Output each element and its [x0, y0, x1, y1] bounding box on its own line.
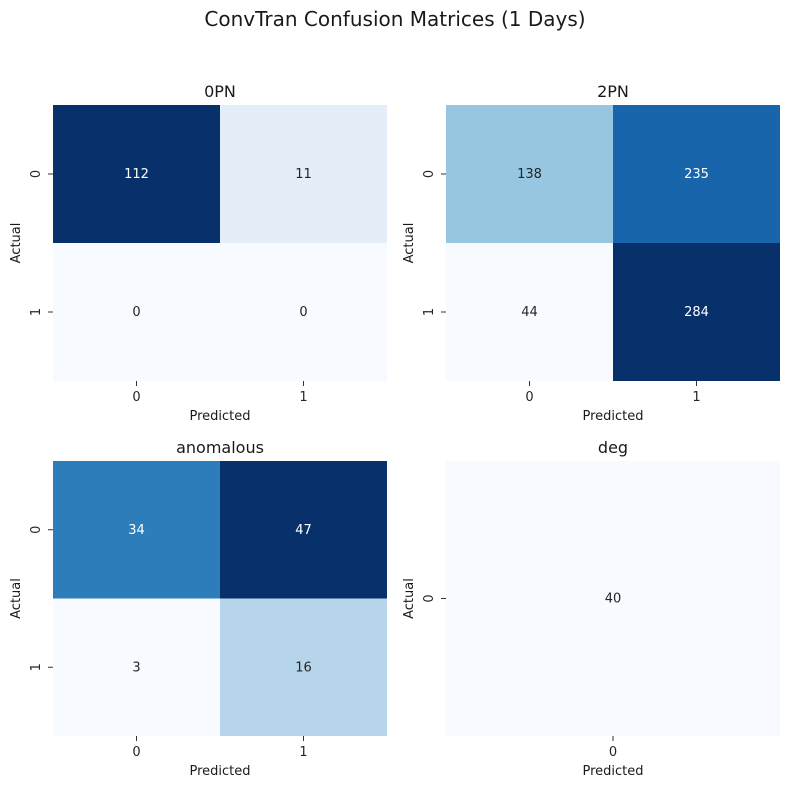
- cell-value-label: 44: [521, 305, 538, 320]
- heatmap-panel: 40 deg 0 0 Predicted Actual: [402, 438, 780, 779]
- heatmap-cell: [53, 598, 220, 736]
- panel-title: 0PN: [204, 82, 236, 101]
- heatmap-cell: [613, 243, 780, 381]
- x-tick-label: 0: [525, 390, 533, 405]
- heatmap-panel: 112 11 0 0 0PN 0 1 0 1 Predicted Actual: [9, 82, 387, 424]
- x-axis-label: Predicted: [189, 409, 250, 424]
- y-axis-label: Actual: [402, 223, 417, 264]
- y-tick-label: 1: [29, 663, 44, 671]
- heatmap-cell: [220, 243, 387, 381]
- heatmap-cell: [53, 105, 220, 243]
- x-axis-label: Predicted: [582, 764, 643, 779]
- heatmap-cell: [220, 598, 387, 736]
- cell-value-label: 0: [132, 305, 140, 320]
- x-axis-label: Predicted: [189, 764, 250, 779]
- heatmap-cell: [613, 105, 780, 243]
- cell-value-label: 16: [295, 660, 312, 675]
- cell-value-label: 11: [295, 167, 312, 182]
- x-axis-label: Predicted: [582, 409, 643, 424]
- cell-value-label: 112: [124, 167, 149, 182]
- y-axis-label: Actual: [402, 578, 417, 619]
- x-tick-label: 1: [299, 390, 307, 405]
- cell-value-label: 40: [605, 592, 622, 607]
- y-tick-label: 0: [29, 526, 44, 534]
- x-tick-label: 0: [132, 745, 140, 760]
- panel-title: deg: [598, 438, 628, 457]
- figure-title: ConvTran Confusion Matrices (1 Days): [204, 7, 585, 31]
- x-tick-label: 1: [299, 745, 307, 760]
- cell-value-label: 3: [132, 660, 140, 675]
- x-tick-label: 1: [692, 390, 700, 405]
- y-tick-label: 0: [422, 594, 437, 602]
- heatmap-cell: [220, 105, 387, 243]
- x-tick-label: 0: [609, 745, 617, 760]
- cell-value-label: 235: [684, 167, 709, 182]
- cell-value-label: 47: [295, 523, 312, 538]
- heatmap-cell: [446, 243, 613, 381]
- heatmap-cell: [446, 105, 613, 243]
- y-tick-label: 1: [29, 308, 44, 316]
- heatmap-cell: [446, 461, 780, 736]
- panel-title: 2PN: [597, 82, 629, 101]
- y-tick-label: 1: [422, 308, 437, 316]
- cell-value-label: 34: [128, 523, 145, 538]
- cell-value-label: 0: [299, 305, 307, 320]
- heatmap-cell: [220, 461, 387, 599]
- cell-value-label: 138: [517, 167, 542, 182]
- y-axis-label: Actual: [9, 223, 24, 264]
- heatmap-panel: 34 47 3 16 anomalous 0 1 0 1 Predicted Actual: [9, 438, 387, 779]
- panel-title: anomalous: [176, 438, 264, 457]
- y-axis-label: Actual: [9, 578, 24, 619]
- x-tick-label: 0: [132, 390, 140, 405]
- y-tick-label: 0: [29, 170, 44, 178]
- heatmap-cell: [53, 243, 220, 381]
- cell-value-label: 284: [684, 305, 709, 320]
- heatmap-cell: [53, 461, 220, 599]
- heatmap-panel: 138 235 44 284 2PN 0 1 0 1 Predicted Actual: [402, 82, 780, 424]
- y-tick-label: 0: [422, 170, 437, 178]
